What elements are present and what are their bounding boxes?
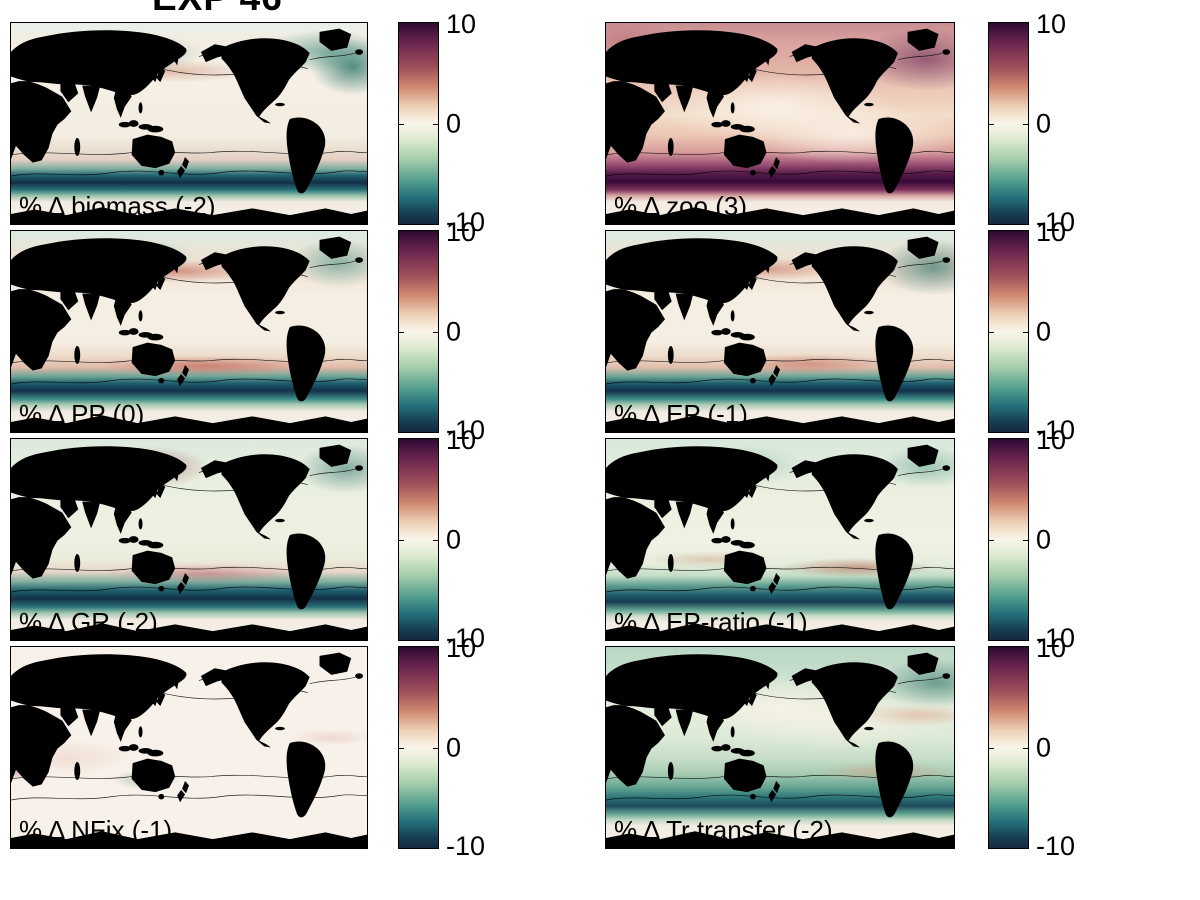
colorbar-tick-max: 10 [1036, 633, 1067, 664]
colorbar-tick-min: -10 [1036, 830, 1076, 861]
colorbar-tick-mid: 0 [1036, 108, 1052, 138]
panel-label-ep: % Δ EP (-1) [614, 399, 748, 429]
colorbar-zoo: 10 0 -10 [988, 11, 1075, 235]
colorbar-tick-max: 10 [446, 633, 477, 664]
panel-label-gr: % Δ GR (-2) [19, 607, 158, 637]
panel-label-tr-transfer: % Δ Tr transfer (-2) [614, 815, 833, 845]
map-pp: % Δ PP (0) [10, 230, 368, 433]
colorbar-tick-min: -10 [1036, 622, 1076, 653]
colorbar-gr: 10 0 -10 [398, 427, 485, 651]
colorbar-ep-ratio: 10 0 -10 [988, 427, 1075, 651]
colorbar-tick-mid: 0 [1036, 524, 1052, 554]
colorbar-tick-min: -10 [446, 622, 486, 653]
colorbar-pp: 10 0 -10 [398, 219, 485, 443]
colorbar-biomass: 10 0 -10 [398, 11, 485, 235]
map-nfix: % Δ NFix (-1) [10, 646, 368, 849]
colorbar-tick-mid: 0 [446, 108, 462, 138]
colorbar-tick-mid: 0 [1036, 732, 1052, 762]
colorbar-tick-min: -10 [446, 206, 486, 237]
colorbar-tick-min: -10 [1036, 206, 1076, 237]
colorbar-gradient [988, 22, 1029, 225]
colorbar-nfix: 10 0 -10 [398, 635, 485, 859]
colorbar-tick-min: -10 [1036, 414, 1076, 445]
colorbar-gradient [988, 646, 1029, 849]
colorbar-tick-max: 10 [1036, 217, 1067, 248]
colorbar-tick-min: -10 [446, 830, 486, 861]
colorbar-tick-mid: 0 [446, 732, 462, 762]
colorbar-tick-max: 10 [1036, 425, 1067, 456]
map-ep: % Δ EP (-1) [605, 230, 955, 433]
colorbar-tick-mid: 0 [446, 316, 462, 346]
colorbar-tick-max: 10 [1036, 9, 1067, 40]
panel-label-biomass: % Δ biomass (-2) [19, 191, 216, 221]
colorbar-gradient [988, 438, 1029, 641]
colorbar-tr-transfer: 10 0 -10 [988, 635, 1075, 859]
map-zoo: % Δ zoo (3) [605, 22, 955, 225]
colorbar-gradient [988, 230, 1029, 433]
panel-label-nfix: % Δ NFix (-1) [19, 815, 173, 845]
panel-label-ep-ratio: % Δ EP-ratio (-1) [614, 607, 808, 637]
colorbar-gradient [398, 438, 439, 641]
colorbar-gradient [398, 22, 439, 225]
colorbar-tick-mid: 0 [1036, 316, 1052, 346]
map-biomass: % Δ biomass (-2) [10, 22, 368, 225]
figure-title: EXP 46 [152, 0, 283, 19]
panel-label-zoo: % Δ zoo (3) [614, 191, 747, 221]
colorbar-tick-max: 10 [446, 9, 477, 40]
colorbar-ep: 10 0 -10 [988, 219, 1075, 443]
colorbar-gradient [398, 646, 439, 849]
panel-label-pp: % Δ PP (0) [19, 399, 145, 429]
colorbar-tick-min: -10 [446, 414, 486, 445]
colorbar-gradient [398, 230, 439, 433]
colorbar-tick-mid: 0 [446, 524, 462, 554]
colorbar-tick-max: 10 [446, 217, 477, 248]
map-gr: % Δ GR (-2) [10, 438, 368, 641]
colorbar-tick-max: 10 [446, 425, 477, 456]
map-ep-ratio: % Δ EP-ratio (-1) [605, 438, 955, 641]
map-tr-transfer: % Δ Tr transfer (-2) [605, 646, 955, 849]
